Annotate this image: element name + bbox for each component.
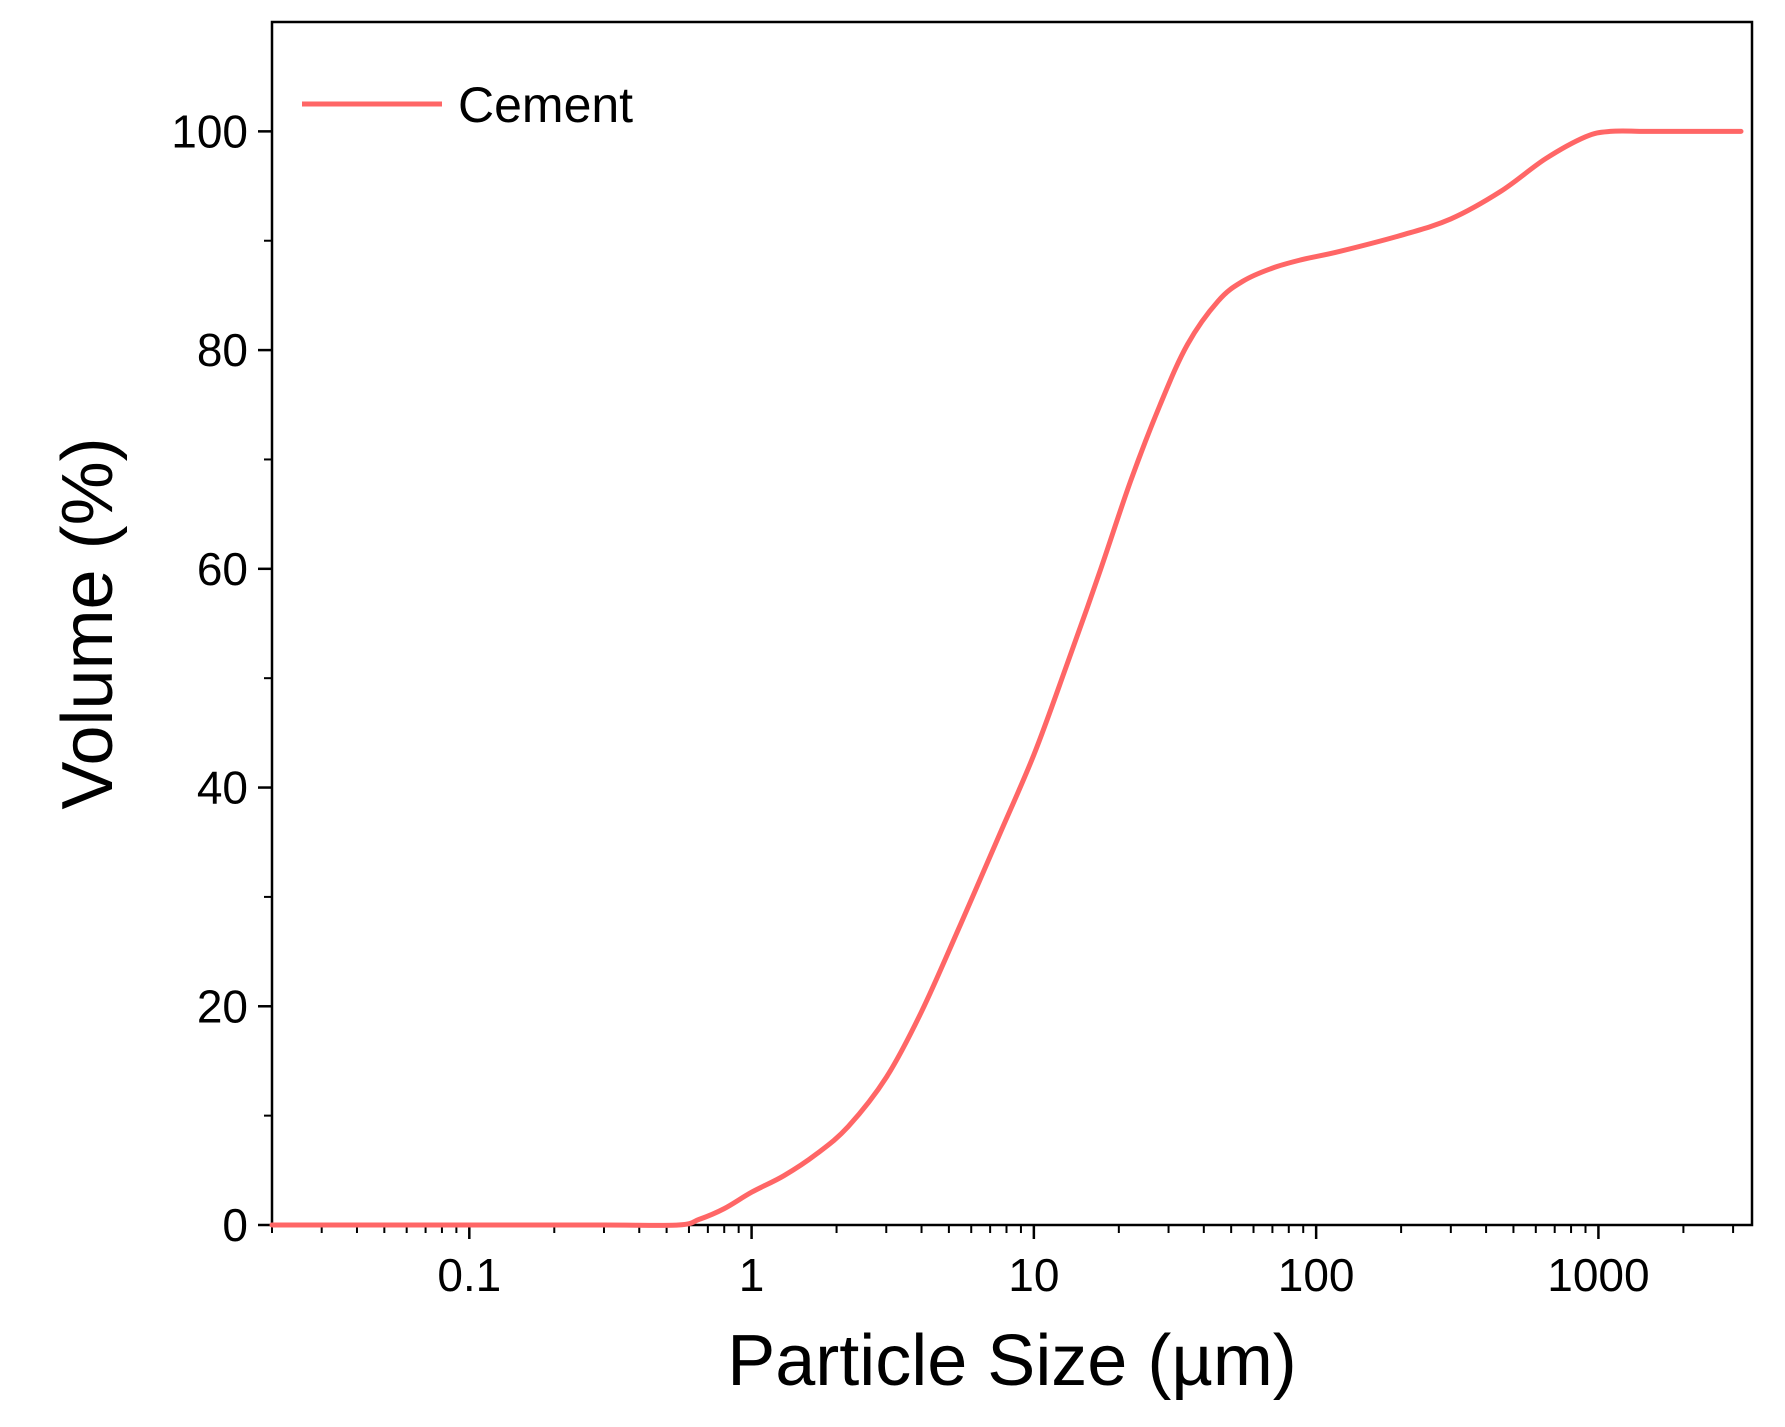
plot-border (270, 20, 1754, 1227)
y-tick-label: 60 (197, 543, 248, 595)
y-axis-ticks: 0 20 40 60 80 100 (171, 105, 272, 1251)
y-tick-label: 80 (197, 324, 248, 376)
legend: Cement (302, 77, 633, 133)
x-axis-title: Particle Size (µm) (727, 1321, 1297, 1401)
y-axis-title: Volume (%) (48, 437, 128, 809)
x-tick-label: 1 (739, 1249, 765, 1301)
y-tick-label: 40 (197, 762, 248, 814)
x-tick-label: 100 (1278, 1249, 1355, 1301)
y-tick-label: 0 (222, 1199, 248, 1251)
x-tick-label: 1000 (1547, 1249, 1649, 1301)
series-layer (269, 128, 1744, 1228)
series-line-cement (269, 128, 1744, 1228)
y-tick-label: 20 (197, 980, 248, 1032)
y-tick-label: 100 (171, 105, 248, 157)
plot-frame (270, 20, 1754, 1227)
x-tick-label: 10 (1008, 1249, 1059, 1301)
legend-label-cement: Cement (458, 77, 633, 133)
x-tick-label: 0.1 (437, 1249, 501, 1301)
x-axis-ticks: 0.1 1 10 100 1000 (271, 1225, 1735, 1301)
